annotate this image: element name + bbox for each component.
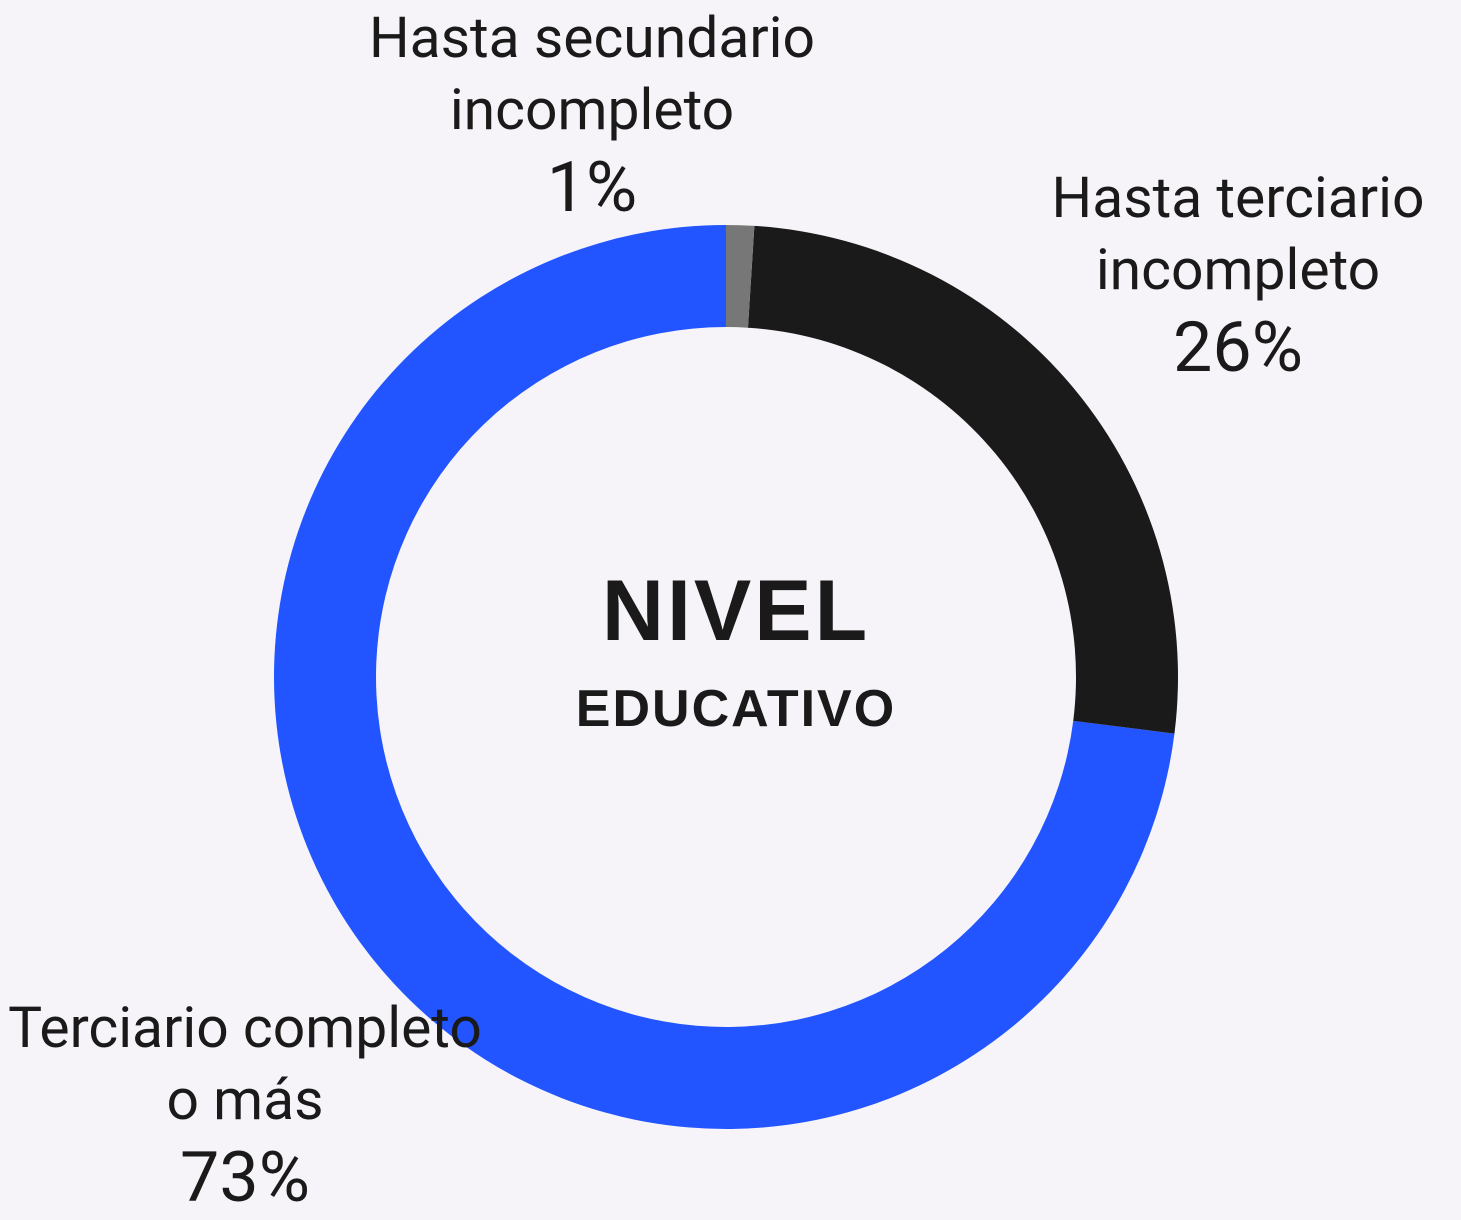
segment-label: Hasta terciario incompleto 26% (1008, 162, 1461, 390)
segment-value: 26% (1173, 307, 1303, 389)
segment-value: 1% (546, 147, 638, 229)
segment-label: Hasta secundario incompleto 1% (312, 2, 872, 230)
segment-label: Terciario completo o más 73% (0, 992, 495, 1220)
segment-value: 73% (180, 1137, 310, 1219)
chart-subtitle: EDUCATIVO (576, 680, 896, 738)
donut-segment (747, 225, 1178, 734)
donut-segment (726, 225, 755, 328)
segment-name: Hasta secundario incompleto (368, 4, 816, 143)
chart-title: NIVEL (602, 563, 870, 659)
segment-name: Hasta terciario incompleto (1051, 164, 1425, 303)
segment-name: Terciario completo o más (8, 994, 482, 1133)
